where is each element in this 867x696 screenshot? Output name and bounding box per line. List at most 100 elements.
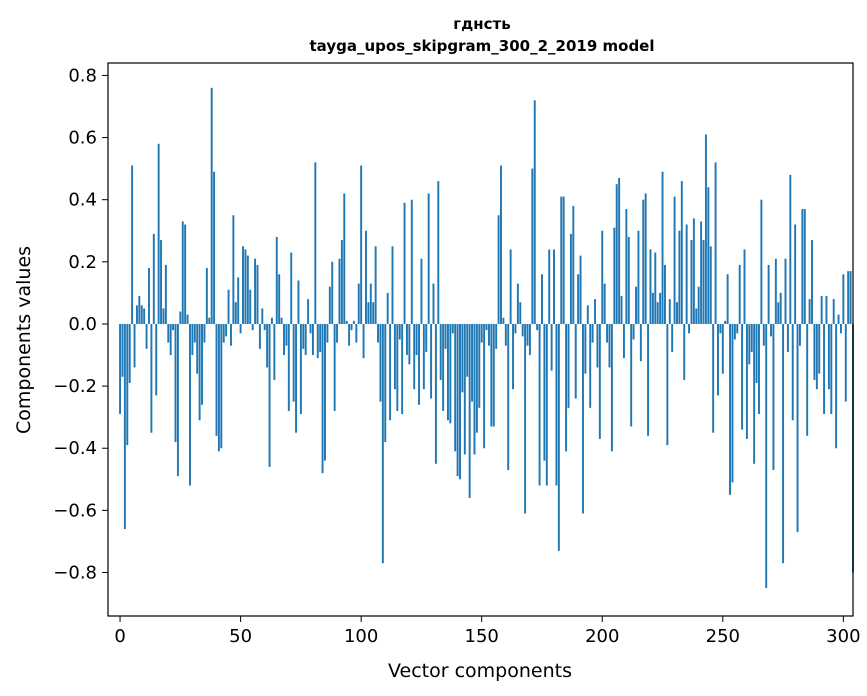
bar-180 bbox=[553, 249, 555, 324]
bar-238 bbox=[692, 218, 695, 324]
bar-156 bbox=[495, 323, 498, 349]
bar-296 bbox=[832, 299, 835, 324]
bar-64 bbox=[273, 323, 276, 380]
bar-111 bbox=[386, 292, 389, 324]
bar-33 bbox=[198, 323, 201, 421]
bar-261 bbox=[748, 323, 751, 365]
bar-259 bbox=[743, 249, 746, 324]
bar-138 bbox=[451, 323, 454, 334]
bar-254 bbox=[731, 323, 734, 483]
bar-97 bbox=[352, 320, 355, 324]
bar-234 bbox=[683, 323, 686, 380]
bar-178 bbox=[548, 249, 551, 324]
bar-1 bbox=[121, 323, 124, 377]
bar-276 bbox=[784, 258, 787, 324]
bar-209 bbox=[622, 323, 625, 359]
bar-267 bbox=[762, 323, 765, 346]
bar-207 bbox=[618, 177, 621, 324]
bar-35 bbox=[203, 323, 206, 343]
bar-170 bbox=[528, 323, 531, 356]
bar-273 bbox=[777, 302, 780, 324]
bar-292 bbox=[823, 323, 826, 415]
bar-83 bbox=[319, 323, 322, 352]
x-tick-label: 100 bbox=[344, 626, 378, 647]
bar-191 bbox=[579, 255, 582, 324]
bar-4 bbox=[128, 323, 131, 383]
bar-262 bbox=[750, 323, 753, 352]
bar-200 bbox=[601, 230, 604, 324]
bar-198 bbox=[596, 323, 599, 368]
bar-126 bbox=[422, 323, 425, 390]
bar-255 bbox=[733, 323, 736, 340]
bar-136 bbox=[446, 323, 449, 421]
bar-77 bbox=[304, 323, 307, 356]
bar-12 bbox=[148, 268, 150, 324]
bar-224 bbox=[659, 292, 662, 324]
bar-144 bbox=[466, 323, 469, 377]
bar-243 bbox=[704, 134, 707, 324]
bar-28 bbox=[186, 314, 189, 324]
bar-269 bbox=[767, 264, 770, 324]
bar-70 bbox=[287, 323, 290, 411]
bar-208 bbox=[620, 296, 623, 324]
bar-150 bbox=[480, 323, 483, 343]
bar-241 bbox=[700, 221, 703, 324]
bar-230 bbox=[673, 196, 676, 324]
y-tick-label: −0.4 bbox=[53, 438, 97, 459]
bar-100 bbox=[360, 165, 363, 324]
bar-18 bbox=[162, 308, 165, 324]
bar-214 bbox=[635, 286, 637, 324]
bar-82 bbox=[316, 323, 319, 359]
bar-193 bbox=[584, 323, 587, 374]
bar-187 bbox=[569, 233, 572, 324]
bar-201 bbox=[603, 283, 606, 324]
y-tick-label: 0.6 bbox=[68, 128, 97, 149]
bar-251 bbox=[724, 320, 727, 324]
bar-73 bbox=[295, 323, 298, 433]
bar-113 bbox=[391, 246, 394, 324]
bar-19 bbox=[164, 264, 167, 324]
bar-13 bbox=[150, 323, 153, 433]
bar-140 bbox=[456, 323, 459, 477]
bar-290 bbox=[818, 323, 821, 374]
bar-157 bbox=[497, 215, 500, 324]
bar-171 bbox=[531, 168, 534, 324]
bar-60 bbox=[263, 323, 266, 331]
bar-129 bbox=[430, 323, 433, 399]
bar-210 bbox=[625, 209, 628, 324]
bar-166 bbox=[519, 302, 522, 324]
bar-174 bbox=[538, 323, 541, 486]
bar-148 bbox=[475, 323, 478, 433]
bar-175 bbox=[541, 274, 543, 324]
bar-107 bbox=[377, 323, 379, 343]
bar-272 bbox=[774, 258, 777, 324]
bar-56 bbox=[254, 258, 257, 324]
bar-185 bbox=[565, 323, 568, 452]
bar-203 bbox=[608, 323, 611, 368]
bar-31 bbox=[193, 323, 196, 343]
bar-239 bbox=[695, 308, 698, 324]
bar-71 bbox=[290, 252, 293, 324]
bar-268 bbox=[765, 323, 768, 589]
bar-199 bbox=[598, 323, 601, 439]
bar-220 bbox=[649, 249, 652, 324]
bar-183 bbox=[560, 196, 563, 324]
bar-66 bbox=[278, 274, 281, 324]
bar-257 bbox=[738, 264, 741, 324]
bar-127 bbox=[425, 323, 428, 352]
bar-258 bbox=[741, 323, 744, 430]
bar-299 bbox=[839, 323, 842, 334]
bar-227 bbox=[666, 323, 669, 446]
bar-231 bbox=[676, 302, 678, 324]
bar-39 bbox=[213, 171, 216, 324]
bar-42 bbox=[220, 323, 223, 449]
bar-252 bbox=[726, 274, 729, 324]
bar-213 bbox=[632, 323, 635, 340]
bar-49 bbox=[237, 277, 240, 324]
bar-288 bbox=[813, 323, 816, 380]
bar-298 bbox=[837, 314, 840, 324]
bar-110 bbox=[384, 323, 387, 443]
bar-297 bbox=[835, 323, 838, 449]
bar-46 bbox=[230, 323, 232, 346]
